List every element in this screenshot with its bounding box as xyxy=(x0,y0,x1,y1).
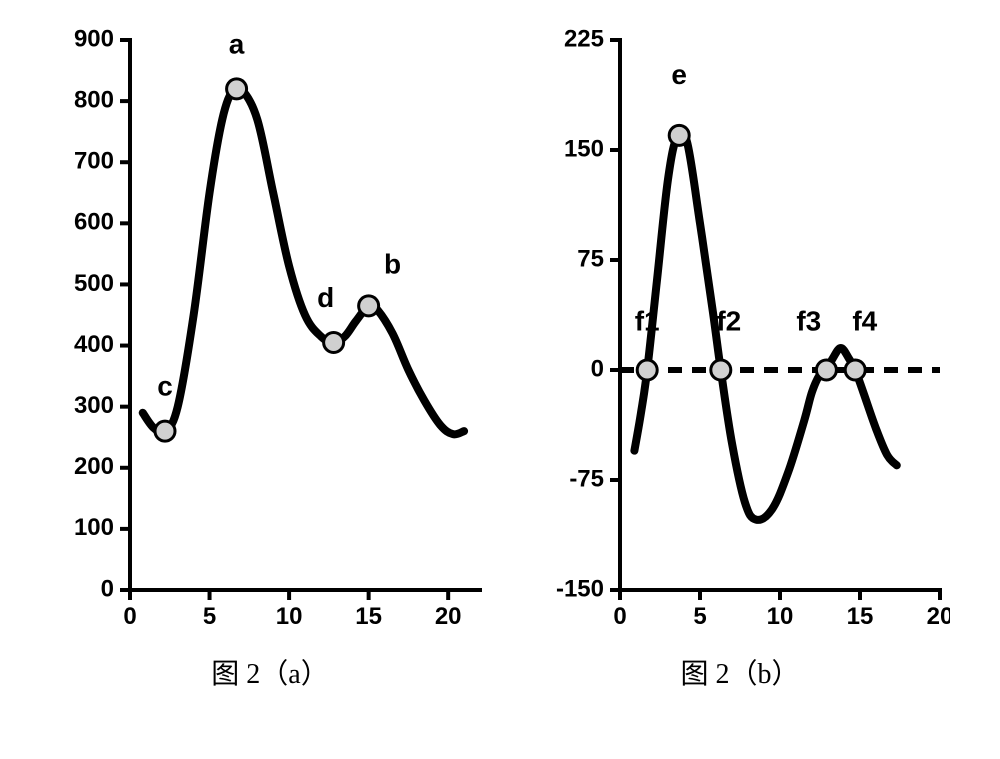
svg-text:15: 15 xyxy=(847,603,874,630)
svg-text:0: 0 xyxy=(101,575,114,602)
charts-container: 010020030040050060070080090005101520abcd… xyxy=(20,20,980,692)
left-chart-wrapper: 0 100 200 300 400 500 600 700 800 900 0 5 10 15 20 a b c d… xyxy=(50,20,490,692)
svg-text:10: 10 xyxy=(276,603,303,630)
svg-text:f2: f2 xyxy=(716,305,741,336)
svg-text:0: 0 xyxy=(591,355,604,382)
svg-text:700: 700 xyxy=(74,148,114,175)
left-chart: 0 100 200 300 400 500 600 700 800 900 0 5 10 15 20 a b c d xyxy=(50,20,490,640)
svg-text:10: 10 xyxy=(767,603,794,630)
svg-text:20: 20 xyxy=(927,603,950,630)
svg-text:5: 5 xyxy=(693,603,706,630)
svg-text:f3: f3 xyxy=(796,305,821,336)
svg-text:f1: f1 xyxy=(635,305,660,336)
svg-text:100: 100 xyxy=(74,514,114,541)
svg-text:d: d xyxy=(317,282,334,313)
svg-text:c: c xyxy=(157,371,173,402)
svg-text:-150: -150 xyxy=(556,575,604,602)
right-chart-wrapper: -150 -75 0 75 150 225 0 5 10 15 20 e f1 f2 f3 f4 图 2（b） xyxy=(530,20,950,692)
svg-text:b: b xyxy=(384,249,401,280)
svg-text:15: 15 xyxy=(355,603,382,630)
right-chart: -150 -75 0 75 150 225 0 5 10 15 20 e f1 f2 f3 f4 xyxy=(530,20,950,640)
svg-text:75: 75 xyxy=(577,245,604,272)
svg-text:0: 0 xyxy=(123,603,136,630)
svg-text:300: 300 xyxy=(74,392,114,419)
svg-text:200: 200 xyxy=(74,453,114,480)
svg-text:800: 800 xyxy=(74,86,114,113)
right-caption: 图 2（b） xyxy=(680,652,799,692)
svg-text:150: 150 xyxy=(564,135,604,162)
svg-text:500: 500 xyxy=(74,270,114,297)
svg-text:f4: f4 xyxy=(852,305,877,336)
svg-text:5: 5 xyxy=(203,603,216,630)
svg-text:-75: -75 xyxy=(569,465,604,492)
svg-text:225: 225 xyxy=(564,25,604,52)
svg-text:a: a xyxy=(229,29,245,60)
svg-text:20: 20 xyxy=(435,603,462,630)
svg-text:400: 400 xyxy=(74,331,114,358)
svg-text:900: 900 xyxy=(74,25,114,52)
svg-text:0: 0 xyxy=(613,603,626,630)
svg-text:600: 600 xyxy=(74,209,114,236)
svg-text:e: e xyxy=(671,59,687,90)
left-caption: 图 2（a） xyxy=(211,652,328,692)
